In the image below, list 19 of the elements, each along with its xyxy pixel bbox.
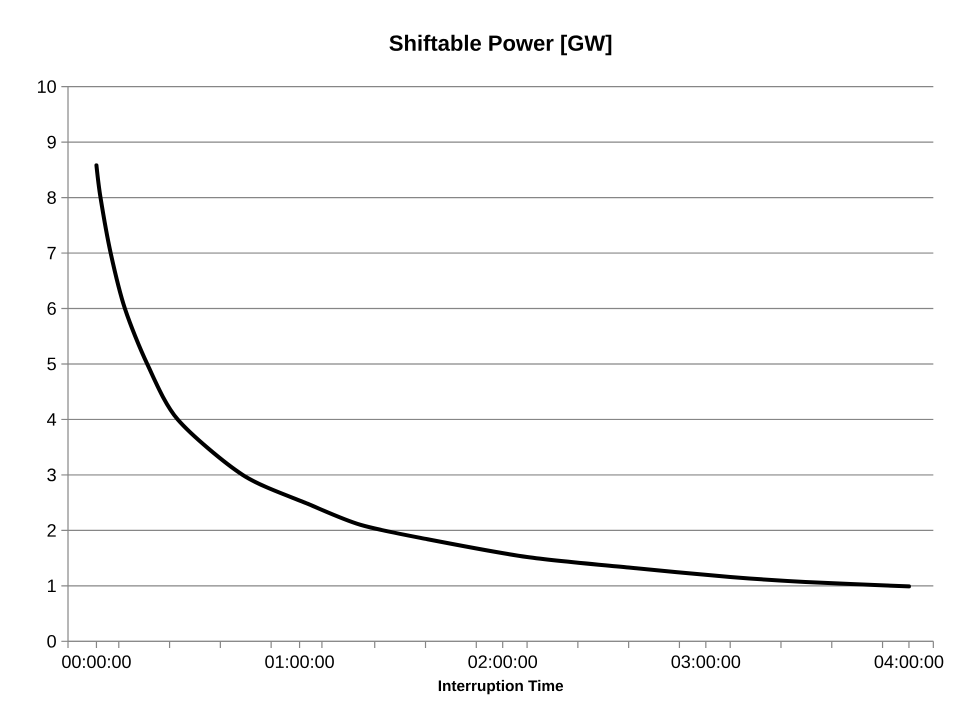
y-tick-label: 1 (48, 580, 56, 592)
y-tick-label: 7 (48, 246, 56, 260)
y-tick-label: 3 (47, 468, 56, 482)
y-tick-label: 2 (48, 524, 56, 537)
x-tick-label: 04:00:00 (874, 655, 944, 668)
x-tick-label: 00:00:00 (62, 655, 131, 668)
y-tick-label: 4 (47, 413, 56, 426)
x-axis-title: Interruption Time (438, 680, 564, 694)
x-tick-label: 03:00:00 (672, 655, 740, 668)
y-tick-label: 5 (47, 358, 56, 370)
y-tick-label: 6 (48, 302, 56, 315)
y-tick-label: 8 (47, 191, 56, 204)
x-tick-label: 01:00:00 (265, 655, 334, 668)
x-tick-label: 02:00:00 (468, 655, 538, 668)
y-tick-label: 9 (47, 136, 56, 148)
y-tick-label: 0 (47, 634, 56, 648)
chart-title: Shiftable Power [GW] (389, 34, 612, 56)
y-tick-label: 10 (38, 80, 56, 94)
line-series (94, 163, 911, 588)
